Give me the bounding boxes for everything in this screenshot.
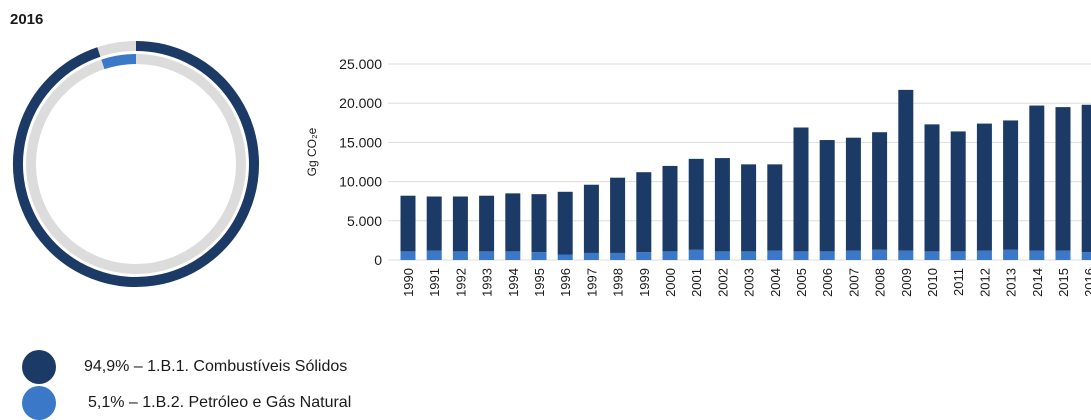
x-tick-label: 2010 <box>925 268 940 297</box>
bar-segment-solid-fuels <box>400 195 416 252</box>
bar-segment-oil-gas <box>400 251 416 260</box>
bar-segment-oil-gas <box>1055 250 1071 260</box>
bar-segment-oil-gas <box>1003 249 1019 260</box>
bar-segment-solid-fuels <box>872 132 888 250</box>
bar-segment-solid-fuels <box>793 127 809 252</box>
x-tick-label: 1992 <box>453 268 468 297</box>
x-tick-label: 1995 <box>532 268 547 297</box>
bar-segment-solid-fuels <box>636 172 652 253</box>
bar-segment-oil-gas <box>426 250 442 260</box>
x-tick-label: 2012 <box>977 268 992 297</box>
bar-segment-solid-fuels <box>714 158 730 252</box>
bar-segment-solid-fuels <box>845 137 861 251</box>
x-tick-label: 2016 <box>1082 268 1091 297</box>
legend-swatch-solid-fuels <box>22 350 56 384</box>
bar-segment-solid-fuels <box>950 131 966 252</box>
bar-segment-oil-gas <box>976 250 992 260</box>
bar-segment-oil-gas <box>1081 252 1091 260</box>
bar-segment-solid-fuels <box>557 191 573 255</box>
x-tick-label: 2014 <box>1030 268 1045 297</box>
x-tick-label: 2007 <box>846 268 861 297</box>
x-tick-label: 2009 <box>899 268 914 297</box>
x-tick-label: 2008 <box>873 268 888 297</box>
x-tick-label: 1994 <box>506 268 521 297</box>
bar-segment-solid-fuels <box>767 164 783 251</box>
bar-segment-oil-gas <box>557 254 573 260</box>
x-tick-label: 2002 <box>715 268 730 297</box>
bar-segment-oil-gas <box>741 251 757 260</box>
bar-segment-oil-gas <box>531 252 547 260</box>
bar-segment-oil-gas <box>583 252 599 260</box>
x-tick-label: 2004 <box>768 268 783 297</box>
bar-segment-oil-gas <box>479 251 495 260</box>
y-tick-label: 5.000 <box>347 213 382 229</box>
bar-segment-oil-gas <box>688 249 704 260</box>
donut-slice-solid-fuels <box>13 41 259 287</box>
bar-segment-solid-fuels <box>819 140 835 252</box>
bar-segment-solid-fuels <box>1003 120 1019 250</box>
legend-swatch-oil-gas <box>22 386 56 420</box>
y-axis-label: Gg CO₂e <box>305 127 319 176</box>
bar-segment-solid-fuels <box>610 177 626 253</box>
x-tick-label: 1993 <box>480 268 495 297</box>
bar-segment-solid-fuels <box>688 158 704 250</box>
x-tick-label: 1998 <box>611 268 626 297</box>
x-tick-label: 1996 <box>558 268 573 297</box>
bar-segment-solid-fuels <box>924 124 940 252</box>
x-tick-label: 2003 <box>742 268 757 297</box>
legend-label-solid-fuels: 94,9% – 1.B.1. Combustíveis Sólidos <box>84 358 348 375</box>
x-tick-label: 2005 <box>794 268 809 297</box>
bar-segment-solid-fuels <box>452 196 468 252</box>
legend-label-oil-gas: 5,1% – 1.B.2. Petróleo e Gás Natural <box>88 394 352 411</box>
bar-segment-oil-gas <box>636 252 652 260</box>
bar-segment-solid-fuels <box>662 165 678 252</box>
bar-segment-solid-fuels <box>426 196 442 251</box>
y-tick-label: 20.000 <box>339 95 382 111</box>
bar-segment-oil-gas <box>767 250 783 260</box>
bar-segment-oil-gas <box>845 250 861 260</box>
bar-segment-oil-gas <box>505 251 521 260</box>
x-tick-label: 1999 <box>637 268 652 297</box>
donut-year-label: 2016 <box>10 11 44 28</box>
x-tick-label: 2013 <box>1004 268 1019 297</box>
bar-segment-solid-fuels <box>505 193 521 252</box>
bar-segment-solid-fuels <box>741 164 757 252</box>
donut-chart <box>13 41 259 287</box>
bar-segment-oil-gas <box>1029 250 1045 260</box>
bar-segment-oil-gas <box>793 251 809 260</box>
y-tick-label: 10.000 <box>339 174 382 190</box>
bar-segment-oil-gas <box>950 251 966 260</box>
bar-segment-solid-fuels <box>531 194 547 253</box>
y-tick-label: 25.000 <box>339 56 382 72</box>
bar-segment-solid-fuels <box>1081 104 1091 253</box>
x-tick-label: 1990 <box>401 268 416 297</box>
x-tick-label: 1991 <box>427 268 442 297</box>
bar-segment-oil-gas <box>872 249 888 260</box>
bar-segment-oil-gas <box>610 252 626 260</box>
bar-segment-oil-gas <box>714 251 730 260</box>
bar-segment-oil-gas <box>819 251 835 260</box>
y-tick-label: 15.000 <box>339 134 382 150</box>
donut-slice-oil-gas <box>101 54 137 70</box>
x-tick-label: 2011 <box>951 268 966 296</box>
bar-segment-solid-fuels <box>479 195 495 252</box>
bar-chart: 0 5.000 10.000 15.000 20.000 25.000 Gg CO₂e 199… <box>305 56 1091 297</box>
bar-segment-oil-gas <box>662 251 678 260</box>
bar-segment-solid-fuels <box>898 89 914 251</box>
bar-segment-oil-gas <box>898 250 914 260</box>
x-tick-label: 2015 <box>1056 268 1071 297</box>
x-tick-label: 2006 <box>820 268 835 297</box>
bar-segment-oil-gas <box>924 251 940 260</box>
bar-segment-oil-gas <box>452 251 468 260</box>
x-tick-label: 2000 <box>663 268 678 297</box>
bar-segment-solid-fuels <box>583 184 599 253</box>
y-tick-label: 0 <box>374 252 382 268</box>
donut-inner-track <box>26 54 246 274</box>
bar-segment-solid-fuels <box>976 123 992 251</box>
x-tick-label: 1997 <box>584 268 599 297</box>
x-tick-label: 2001 <box>689 268 704 297</box>
bar-segment-solid-fuels <box>1055 107 1071 251</box>
bar-segment-solid-fuels <box>1029 105 1045 251</box>
